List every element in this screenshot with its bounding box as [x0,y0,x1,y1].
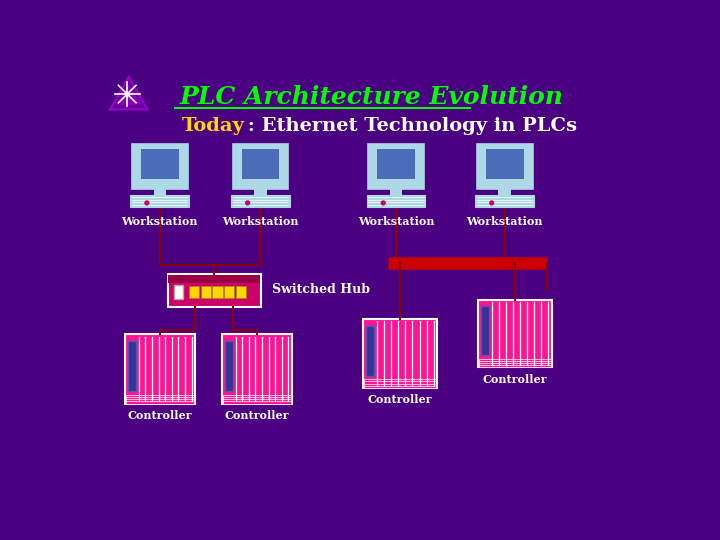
Text: Workstation: Workstation [122,217,198,227]
Bar [233,144,289,189]
Bar [363,319,437,388]
Bar [241,148,279,179]
Bar [254,189,266,195]
Bar [168,275,260,283]
Bar [366,195,426,207]
Bar [201,286,211,298]
Bar [235,286,246,298]
Bar [475,195,534,207]
Bar [364,379,436,388]
Bar [126,395,194,403]
Polygon shape [110,77,148,110]
Text: Controller: Controller [368,394,432,406]
Bar [231,195,289,207]
Bar [224,286,234,298]
Bar [390,189,402,195]
Text: Controller: Controller [225,410,289,421]
Bar [125,334,194,403]
Bar [486,148,523,179]
Bar [174,285,183,299]
Bar [222,334,292,403]
Text: Controller: Controller [482,374,547,384]
Bar [478,300,552,367]
Bar [132,144,188,189]
Bar [153,189,166,195]
Polygon shape [117,85,141,105]
Bar [368,144,424,189]
Bar [366,326,374,376]
Bar [477,144,533,189]
Text: Today: Today [181,117,245,136]
Bar [225,341,233,391]
Text: PLC Architecture Evolution: PLC Architecture Evolution [179,85,563,109]
Text: Workstation: Workstation [222,217,299,227]
Text: : Ethernet Technology in PLCs: : Ethernet Technology in PLCs [241,117,577,136]
Circle shape [246,201,250,205]
Bar [189,286,199,298]
Bar [377,148,415,179]
Text: Workstation: Workstation [358,217,434,227]
Bar [481,306,489,355]
Bar [212,286,222,298]
Bar [498,189,510,195]
Bar [130,195,189,207]
Circle shape [490,201,494,205]
Bar [479,359,551,367]
Text: Controller: Controller [127,410,192,421]
Bar [168,274,261,307]
Circle shape [382,201,385,205]
Circle shape [145,201,149,205]
Bar [222,395,291,403]
Bar [141,148,179,179]
Text: Switched Hub: Switched Hub [272,283,370,296]
Bar [128,341,136,391]
Text: Workstation: Workstation [467,217,543,227]
